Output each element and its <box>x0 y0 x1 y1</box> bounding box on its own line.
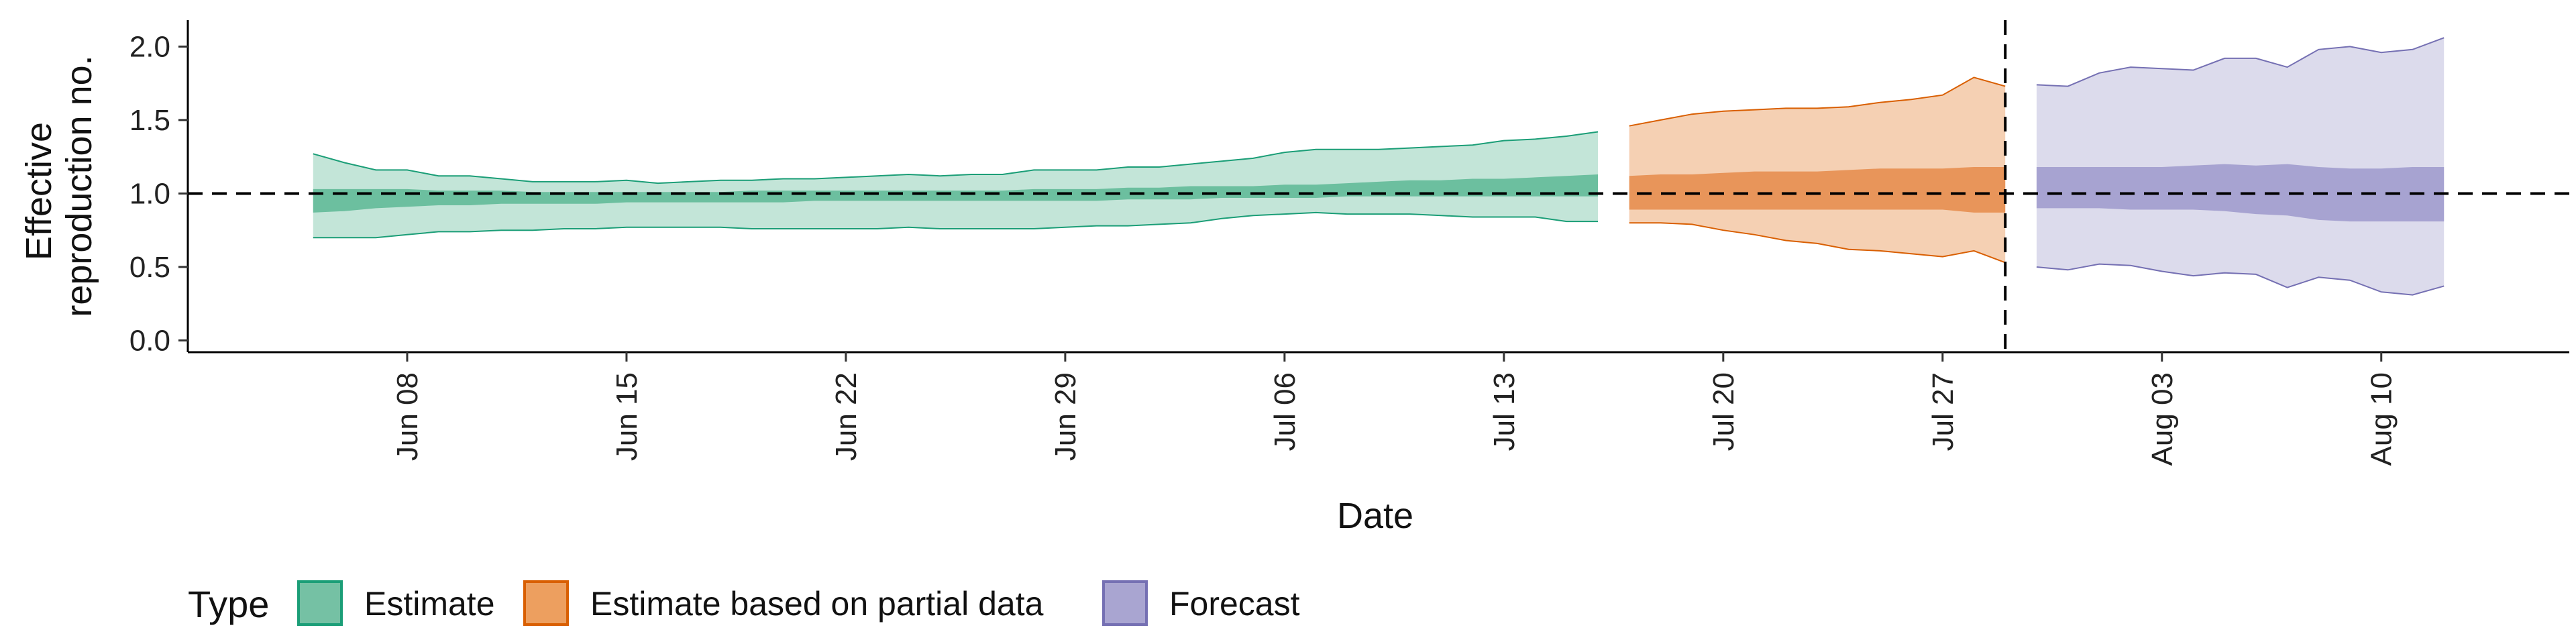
plot-area <box>188 20 2569 352</box>
y-tick-label-3: 1.5 <box>129 104 170 137</box>
x-tick-label-1: Jun 15 <box>610 372 643 461</box>
x-tick-label-8: Aug 03 <box>2146 372 2179 466</box>
y-axis-title-line-1: Effective <box>19 122 59 260</box>
y-axis-title: Effective reproduction no. <box>19 55 99 317</box>
series-0-upper-bound-line <box>313 131 1599 184</box>
y-tick-label-1: 0.5 <box>129 251 170 284</box>
series-2 <box>2036 37 2445 296</box>
series-2-lower-bound-line <box>2036 263 2445 296</box>
legend-swatch-0 <box>297 580 343 626</box>
legend-label-0: Estimate <box>364 585 495 623</box>
legend-label-2: Forecast <box>1169 585 1300 623</box>
legend-title: Type <box>188 583 269 625</box>
y-axis-ticks: 0.0 0.5 1.0 1.5 2.0 <box>129 30 188 357</box>
x-axis-ticks: Jun 08 Jun 15 Jun 22 Jun 29 Jul 06 Jul 13 Jul … <box>391 352 2398 466</box>
legend-label-1: Estimate based on partial data <box>590 585 1044 623</box>
x-tick-label-3: Jun 29 <box>1049 372 1082 461</box>
x-tick-label-9: Aug 10 <box>2365 372 2398 466</box>
series-0-inner-band <box>313 174 1598 213</box>
legend: Type Estimate Estimate based on partial d… <box>188 580 1300 626</box>
y-tick-label-4: 2.0 <box>129 30 170 63</box>
x-tick-label-4: Jul 06 <box>1269 372 1301 451</box>
series-2-inner-band <box>2036 164 2445 222</box>
y-tick-label-0: 0.0 <box>129 324 170 357</box>
series-1 <box>1629 76 2006 264</box>
x-tick-label-7: Jul 27 <box>1927 372 1960 451</box>
x-tick-label-2: Jun 22 <box>830 372 863 461</box>
legend-swatch-2 <box>1102 580 1148 626</box>
x-axis-title: Date <box>1337 496 1413 536</box>
x-tick-label-0: Jun 08 <box>391 372 424 461</box>
series-1-lower-bound-line <box>1629 222 2006 264</box>
y-axis-title-line-2: reproduction no. <box>59 55 99 317</box>
x-tick-label-5: Jul 13 <box>1488 372 1521 451</box>
series-1-inner-band <box>1629 167 2006 213</box>
series-1-outer-band <box>1629 77 2006 263</box>
series-0 <box>313 131 1599 239</box>
x-tick-label-6: Jul 20 <box>1707 372 1740 451</box>
y-tick-label-2: 1.0 <box>129 177 170 210</box>
series-2-upper-bound-line <box>2036 37 2445 87</box>
legend-swatch-1 <box>523 580 569 626</box>
series-0-outer-band <box>313 131 1598 238</box>
series-0-lower-bound-line <box>313 211 1598 239</box>
legend-items: Estimate Estimate based on partial data Fo… <box>297 580 1300 626</box>
series-1-upper-bound-line <box>1629 76 2006 127</box>
axes <box>186 20 2569 354</box>
